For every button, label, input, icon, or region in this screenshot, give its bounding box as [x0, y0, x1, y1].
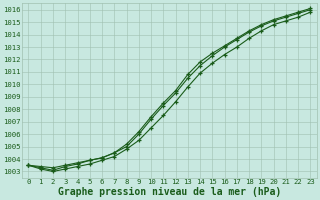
X-axis label: Graphe pression niveau de la mer (hPa): Graphe pression niveau de la mer (hPa): [58, 186, 281, 197]
